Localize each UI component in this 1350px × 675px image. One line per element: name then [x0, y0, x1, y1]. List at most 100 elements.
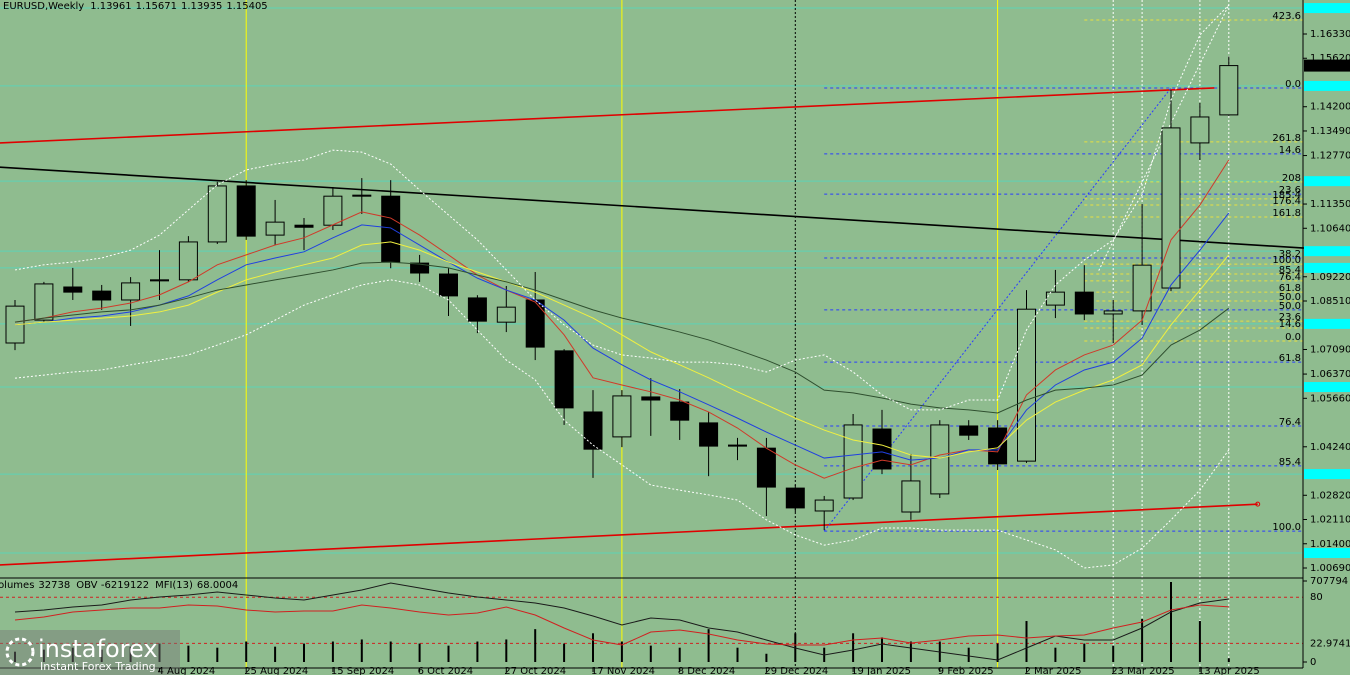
y-tick-label: 1.08510	[1310, 296, 1350, 307]
fib-label: 0.0	[1285, 79, 1301, 90]
y-tick-label: 1.02110	[1310, 515, 1350, 526]
fib-label: 76.4	[1279, 272, 1301, 283]
level-marker	[1304, 246, 1350, 257]
x-tick-label: 6 Oct 2024	[418, 666, 473, 675]
indicator-pane	[0, 582, 1303, 662]
x-tick-label: 4 Aug 2024	[158, 666, 216, 675]
indicator-line	[14, 4, 1230, 411]
candle-body	[785, 487, 805, 509]
trendline	[0, 87, 1215, 144]
watermark-name: instaforex	[38, 635, 158, 663]
candle-body	[265, 221, 285, 236]
fib-label: 23.6	[1279, 312, 1301, 323]
y-tick-label: 1.09220	[1310, 272, 1350, 283]
x-tick-label: 9 Feb 2025	[938, 666, 994, 675]
x-tick-label: 8 Dec 2024	[678, 666, 736, 675]
level-marker	[1304, 547, 1350, 558]
candle-body	[612, 395, 632, 438]
logo-icon	[5, 637, 35, 667]
x-tick-label: 15 Sep 2024	[331, 666, 394, 675]
candle-body	[641, 396, 661, 401]
y-tick-label: 1.01400	[1310, 539, 1350, 550]
candle-body	[959, 425, 979, 436]
volume-label: Volumes	[0, 580, 34, 591]
pane-header: Volumes 32738 OBV -6219122 MFI(13) 68.0004	[0, 580, 238, 591]
y-tick-label: 1.04240	[1310, 442, 1350, 453]
fib-label: 50.0	[1279, 301, 1301, 312]
indicator-line	[14, 261, 1230, 414]
indicator-line	[14, 212, 1230, 461]
candle-body	[121, 282, 141, 301]
candle-body	[410, 262, 430, 274]
candle-body	[207, 185, 227, 243]
candle-body	[843, 424, 863, 499]
level-marker	[1304, 469, 1350, 480]
x-tick-label: 13 Apr 2025	[1198, 666, 1260, 675]
chart-header: EURUSD,Weekly 1.13961 1.15671 1.13935 1.1540…	[3, 1, 268, 12]
candle-body	[352, 194, 372, 197]
x-tick-label: 27 Oct 2024	[504, 666, 566, 675]
fib-label: 185.4	[1272, 190, 1301, 201]
fib-label: 50.0	[1279, 292, 1301, 303]
close: 1.15405	[226, 1, 267, 12]
trendline	[1098, 4, 1230, 271]
fib-label: 14.6	[1279, 145, 1301, 156]
y-tick-label: 1.15620	[1310, 53, 1350, 64]
x-tick-label: 2 Mar 2025	[1025, 666, 1082, 675]
mfi-label: MFI(13)	[155, 580, 193, 591]
candle-body	[92, 290, 112, 301]
candle-body	[728, 444, 747, 447]
candle-body	[34, 283, 54, 321]
candle-body	[63, 286, 83, 293]
y-tick-label: 1.14200	[1310, 102, 1350, 113]
fib-label: 208	[1282, 173, 1301, 184]
candle-body	[670, 401, 690, 421]
fib-label: 161.8	[1272, 208, 1301, 219]
candle-body	[1103, 310, 1123, 315]
level-marker	[1304, 3, 1350, 14]
price-box	[1304, 59, 1350, 72]
candle-body	[294, 224, 314, 228]
fib-label: 38.2	[1279, 249, 1301, 260]
low: 1.13935	[181, 1, 222, 12]
trendline	[0, 503, 1258, 566]
fib-label: 61.8	[1279, 353, 1301, 364]
fib-label: 261.8	[1272, 133, 1301, 144]
fib-label: 100.0	[1272, 255, 1301, 266]
candle-body	[1017, 308, 1036, 462]
fib-label: 85.4	[1279, 457, 1301, 468]
candle-body	[814, 499, 834, 512]
candle-body	[988, 427, 1008, 465]
indicator-line	[14, 582, 1229, 661]
level-marker	[1304, 382, 1350, 393]
candle-body	[323, 195, 343, 226]
level-marker	[1304, 80, 1350, 91]
open: 1.13961	[90, 1, 131, 12]
candle-body	[236, 185, 256, 237]
y-tick-label: 0	[1310, 657, 1316, 668]
y-tick-label: 1.07090	[1310, 344, 1350, 355]
candle-body	[699, 422, 719, 447]
x-tick-label: 19 Jan 2025	[851, 666, 911, 675]
indicator-line	[14, 604, 1229, 646]
level-marker	[1304, 318, 1350, 329]
candle-body	[930, 424, 950, 495]
high: 1.15671	[136, 1, 177, 12]
y2-tick-label: 22.9741	[1310, 638, 1350, 649]
watermark: instaforex Instant Forex Trading	[0, 630, 180, 675]
candle-body	[439, 273, 458, 297]
trendline	[0, 166, 1304, 249]
y-tick-label: 1.00690	[1310, 563, 1350, 574]
y-tick-label: 1.06370	[1310, 369, 1350, 380]
trendline-end	[1255, 501, 1261, 507]
candle-body	[525, 299, 545, 348]
y-tick-label: 1.02820	[1310, 490, 1350, 501]
y-tick-label: 1.13490	[1310, 126, 1350, 137]
watermark-tagline: Instant Forex Trading	[40, 660, 156, 673]
candle-body	[150, 279, 169, 282]
price-label: 1.15405	[1310, 61, 1350, 72]
fib-label: 85.4	[1279, 265, 1301, 276]
